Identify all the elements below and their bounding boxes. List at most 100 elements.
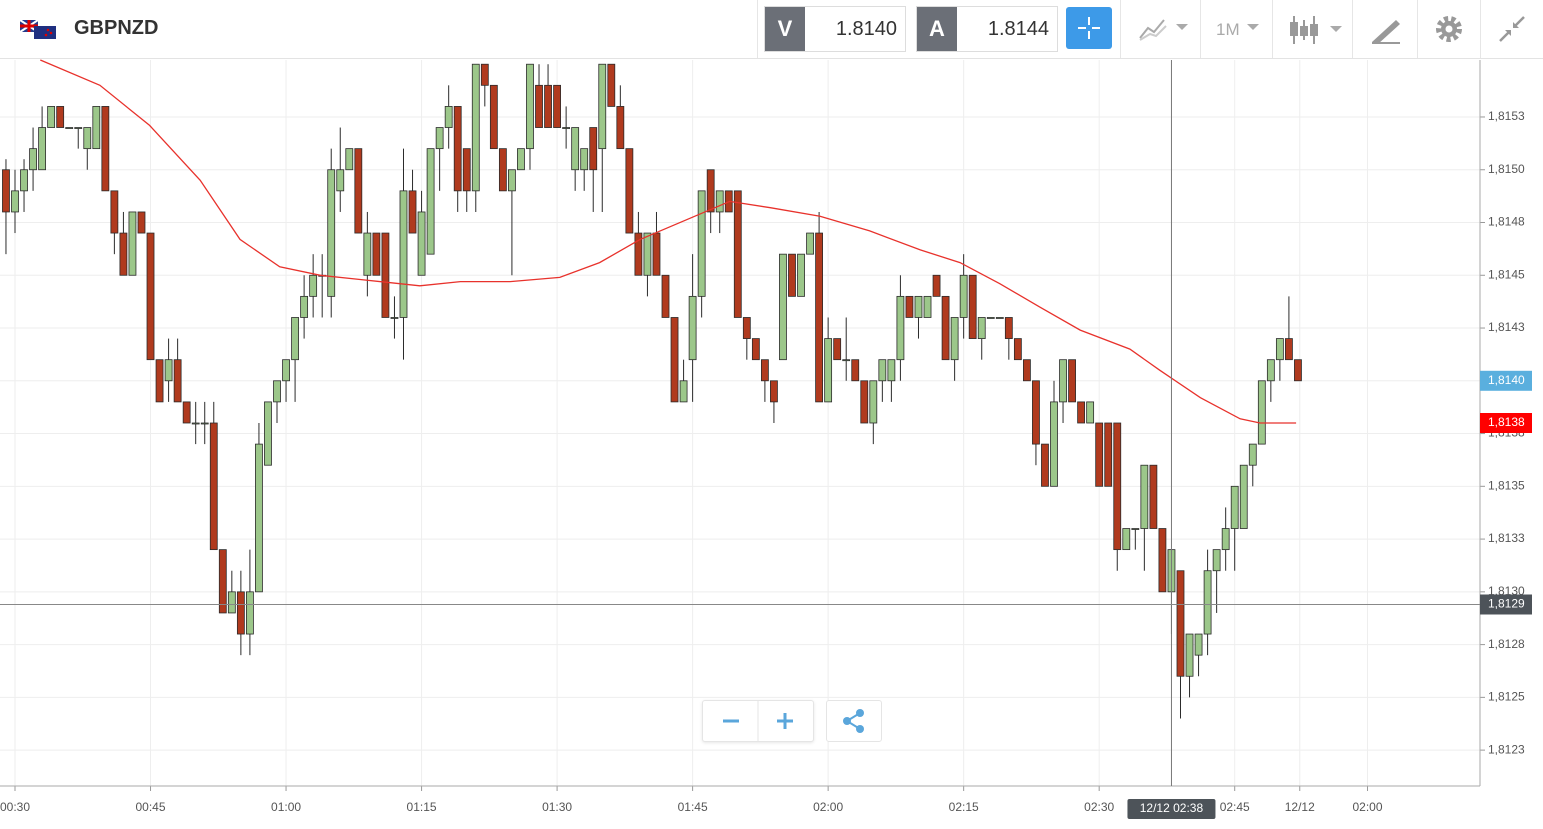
candle-body bbox=[860, 380, 869, 424]
candle-body bbox=[444, 106, 453, 128]
candle-body bbox=[74, 127, 83, 129]
settings-button[interactable] bbox=[1434, 14, 1464, 44]
candle-body bbox=[128, 211, 137, 276]
candle-body bbox=[851, 359, 860, 382]
candle-body bbox=[155, 359, 164, 403]
candle-body bbox=[1013, 338, 1022, 361]
candle-body bbox=[941, 295, 950, 361]
candle-body bbox=[1004, 317, 1013, 339]
y-tick-label: 1,8133 bbox=[1488, 531, 1525, 545]
candle-body bbox=[670, 317, 679, 403]
candle-body bbox=[2, 169, 10, 213]
buy-button[interactable]: A 1.8144 bbox=[916, 6, 1058, 52]
candle-body bbox=[471, 63, 480, 192]
sell-button[interactable]: V 1.8140 bbox=[764, 6, 906, 52]
y-tick-label: 1,8148 bbox=[1488, 215, 1525, 229]
candle-body bbox=[770, 380, 778, 403]
candle-body bbox=[679, 380, 688, 403]
candle-body bbox=[959, 274, 968, 318]
candle-body bbox=[1203, 570, 1212, 635]
candle-body bbox=[580, 148, 589, 171]
candle-style-button[interactable] bbox=[1288, 14, 1344, 46]
candle-body bbox=[652, 232, 661, 276]
collapse-button[interactable] bbox=[1497, 14, 1527, 44]
crosshair-button[interactable] bbox=[1066, 7, 1112, 49]
share-button[interactable] bbox=[826, 700, 882, 742]
candle-body bbox=[788, 253, 796, 297]
candle-body bbox=[1041, 443, 1049, 487]
candle-body bbox=[571, 127, 580, 171]
candle-body bbox=[923, 295, 932, 318]
candle-body bbox=[255, 443, 263, 593]
crosshair-x-tag bbox=[1127, 799, 1216, 819]
candle-body bbox=[914, 295, 923, 318]
candle-body bbox=[20, 169, 28, 192]
candle-body bbox=[1221, 528, 1230, 551]
sell-label: V bbox=[765, 7, 805, 51]
candle-body bbox=[1294, 359, 1302, 382]
candle-body bbox=[29, 148, 37, 171]
candle-body bbox=[291, 317, 299, 361]
candle-body bbox=[878, 359, 887, 382]
candle-body bbox=[498, 148, 507, 192]
candle-body bbox=[1257, 380, 1266, 445]
candle-body bbox=[1095, 422, 1104, 487]
candle-body bbox=[1023, 359, 1031, 382]
candle-body bbox=[1194, 633, 1203, 656]
candle-body bbox=[372, 232, 381, 276]
x-tick-label: 12/12 bbox=[1285, 800, 1315, 814]
candle-body bbox=[760, 359, 769, 382]
flag-icon bbox=[20, 20, 56, 39]
timeframe[interactable]: 1M bbox=[1216, 20, 1240, 39]
header: GBPNZD V 1.8140 A 1.8144 1M bbox=[0, 0, 1543, 59]
y-tick-label: 1,8145 bbox=[1488, 267, 1525, 281]
candle-body bbox=[83, 127, 92, 150]
x-tick-label: 02:30 bbox=[1084, 800, 1114, 814]
price-tag-label: 1,8138 bbox=[1488, 415, 1525, 429]
chart-type-button[interactable] bbox=[1138, 16, 1192, 42]
buy-label: A bbox=[917, 7, 957, 51]
x-tick-label: 02:00 bbox=[813, 800, 843, 814]
candle-body bbox=[1113, 422, 1122, 551]
candle-body bbox=[526, 63, 534, 150]
candle-body bbox=[47, 106, 56, 128]
y-tick-label: 1,8150 bbox=[1488, 162, 1525, 176]
candle-body bbox=[209, 422, 218, 551]
candle-body bbox=[995, 317, 1004, 319]
candle-body bbox=[327, 169, 336, 297]
candle-body bbox=[1285, 338, 1293, 361]
candle-body bbox=[236, 591, 245, 635]
price-tag-label: 1,8140 bbox=[1488, 373, 1525, 387]
candle-body bbox=[11, 190, 19, 213]
y-tick-label: 1,8128 bbox=[1488, 637, 1525, 651]
candle-body bbox=[715, 190, 724, 213]
candle-body bbox=[453, 106, 462, 192]
candle-body bbox=[806, 232, 814, 255]
candle-body bbox=[137, 211, 146, 234]
candle-body bbox=[833, 338, 842, 361]
candle-body bbox=[1239, 464, 1248, 529]
candle-body bbox=[354, 148, 363, 234]
candle-body bbox=[607, 63, 616, 107]
candle-body bbox=[1275, 338, 1284, 361]
candle-body bbox=[417, 211, 426, 276]
sell-price: 1.8140 bbox=[835, 18, 897, 40]
x-tick-label: 02:15 bbox=[949, 800, 979, 814]
candle-body bbox=[246, 591, 254, 635]
candle-body bbox=[869, 380, 878, 424]
candle-body bbox=[932, 274, 941, 297]
candle-body bbox=[977, 317, 986, 339]
candle-body bbox=[1131, 528, 1140, 530]
zoom-in[interactable] bbox=[777, 713, 793, 729]
candle-body bbox=[1104, 422, 1113, 487]
x-tick-label: 02:45 bbox=[1220, 800, 1250, 814]
x-tick-label: 00:45 bbox=[136, 800, 166, 814]
y-tick-label: 1,8123 bbox=[1488, 742, 1525, 756]
candle-body bbox=[733, 190, 742, 318]
y-tick-label: 1,8143 bbox=[1488, 320, 1525, 334]
draw-button[interactable] bbox=[1370, 16, 1402, 44]
zoom-controls bbox=[702, 700, 814, 742]
candle-body bbox=[119, 232, 128, 276]
timeframe-caret bbox=[1247, 24, 1259, 30]
